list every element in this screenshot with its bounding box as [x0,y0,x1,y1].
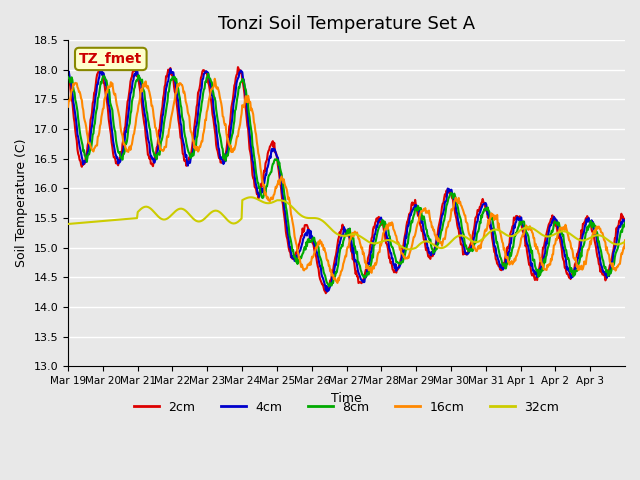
4cm [233,80,241,86]
32cm [247,194,255,200]
32cm [404,246,412,252]
32cm [260,200,268,205]
2cm [260,168,268,173]
16cm [436,240,444,245]
16cm [282,183,289,189]
4cm [406,217,413,223]
4cm [436,223,444,228]
8cm [64,74,72,80]
2cm [621,216,629,222]
16cm [406,252,413,257]
8cm [233,101,241,107]
4cm [282,208,289,214]
4cm [621,220,629,226]
32cm [406,246,413,252]
16cm [64,104,72,109]
32cm [64,221,72,227]
4cm [129,77,137,83]
Line: 16cm: 16cm [68,79,625,283]
8cm [406,230,413,236]
4cm [260,181,268,187]
8cm [621,220,629,226]
16cm [233,136,241,142]
8cm [436,232,444,238]
Y-axis label: Soil Temperature (C): Soil Temperature (C) [15,139,28,267]
Text: TZ_fmet: TZ_fmet [79,52,143,66]
2cm [234,64,242,70]
4cm [64,72,72,77]
2cm [406,211,413,216]
Line: 8cm: 8cm [68,74,625,286]
8cm [326,283,333,289]
32cm [129,216,137,221]
X-axis label: Time: Time [331,392,362,405]
16cm [129,132,137,138]
Line: 32cm: 32cm [68,197,625,249]
32cm [436,245,444,251]
2cm [64,72,72,78]
16cm [621,238,629,243]
32cm [621,239,629,245]
2cm [232,75,239,81]
8cm [204,71,212,77]
Legend: 2cm, 4cm, 8cm, 16cm, 32cm: 2cm, 4cm, 8cm, 16cm, 32cm [129,396,564,419]
16cm [260,182,268,188]
32cm [232,220,239,226]
2cm [129,68,137,74]
8cm [282,196,289,202]
Line: 2cm: 2cm [68,67,625,293]
2cm [322,290,330,296]
Title: Tonzi Soil Temperature Set A: Tonzi Soil Temperature Set A [218,15,475,33]
8cm [260,190,268,196]
8cm [129,93,137,99]
32cm [282,199,289,204]
2cm [282,221,289,227]
2cm [436,215,444,220]
4cm [323,288,331,294]
Line: 4cm: 4cm [68,69,625,291]
16cm [211,76,218,82]
4cm [166,66,174,72]
16cm [333,280,341,286]
